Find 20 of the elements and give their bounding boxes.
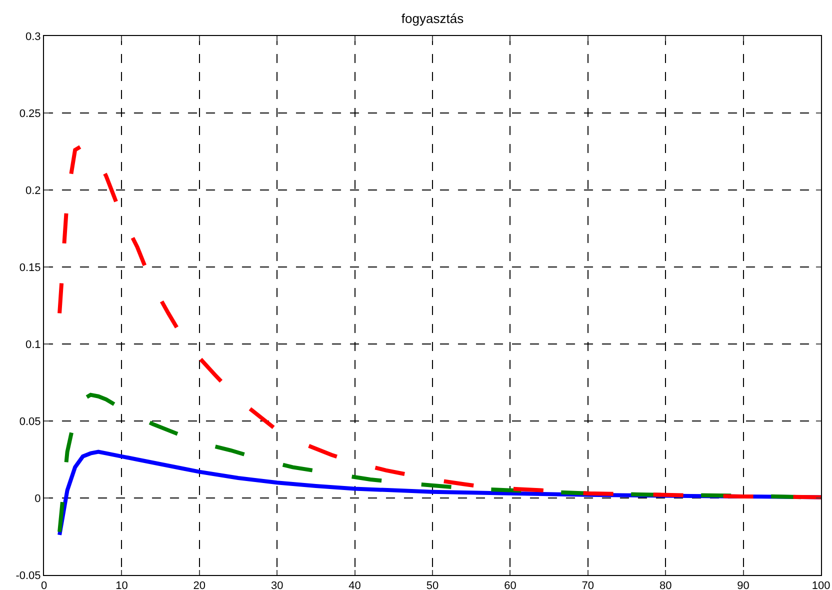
y-tick-label: 0.25 <box>19 108 41 120</box>
y-tick-label: 0.15 <box>19 262 41 274</box>
y-tick-label: 0.3 <box>26 30 41 43</box>
x-tick-label: 60 <box>504 580 516 590</box>
x-tick-label: 70 <box>582 580 594 590</box>
y-tick-label: 0.05 <box>19 416 41 428</box>
chart-title: fogyasztás <box>401 11 464 26</box>
y-tick-label: 0.2 <box>26 184 41 197</box>
y-tick-label: 0 <box>34 492 41 505</box>
y-tick-label: 0.1 <box>26 338 41 351</box>
x-tick-label: 50 <box>426 580 439 590</box>
x-tick-label: 100 <box>812 580 830 590</box>
x-tick-label: 0 <box>40 580 48 590</box>
x-tick-label: 20 <box>193 580 206 590</box>
x-tick-label: 40 <box>348 580 361 590</box>
x-tick-label: 90 <box>737 580 750 590</box>
y-tick-label: -0.05 <box>16 570 41 582</box>
x-tick-label: 30 <box>270 580 284 590</box>
x-tick-label: 80 <box>659 580 672 590</box>
x-tick-label: 10 <box>116 580 128 590</box>
